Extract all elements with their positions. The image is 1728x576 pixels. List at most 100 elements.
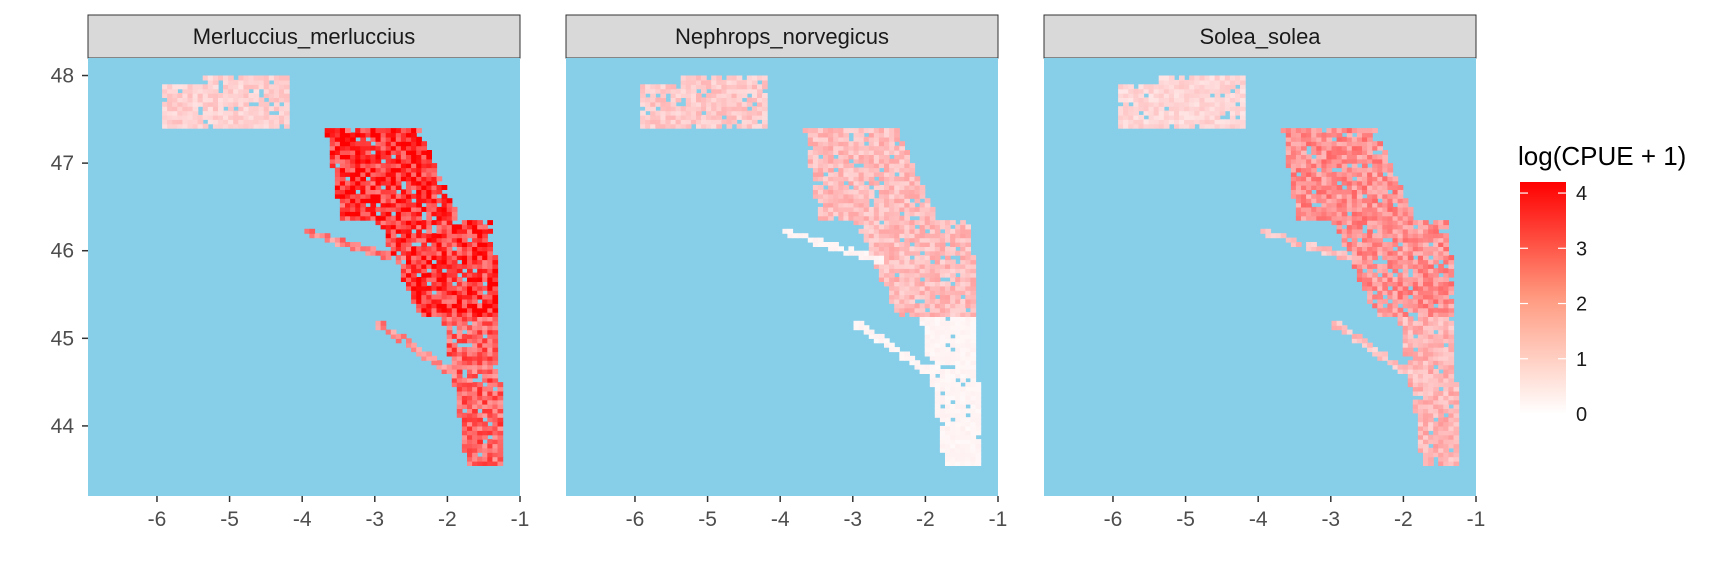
heatmap-cell xyxy=(345,215,351,221)
heatmap-cell xyxy=(411,298,417,304)
heatmap-cell xyxy=(446,215,453,221)
heatmap-cell xyxy=(833,141,839,147)
heatmap-cell xyxy=(334,167,341,173)
heatmap-cell xyxy=(375,132,382,138)
heatmap-cell xyxy=(345,136,351,142)
heatmap-cell xyxy=(416,198,422,204)
heatmap-cell xyxy=(487,268,493,274)
heatmap-cell xyxy=(1311,176,1317,182)
heatmap-cell xyxy=(421,193,427,199)
heatmap-cell xyxy=(873,263,880,269)
heatmap-cell xyxy=(1407,277,1414,282)
heatmap-cell xyxy=(1143,88,1150,94)
heatmap-cell xyxy=(406,198,412,204)
heatmap-cell xyxy=(889,255,895,261)
heatmap-cell xyxy=(929,320,936,326)
heatmap-cell xyxy=(1428,325,1434,331)
heatmap-cell xyxy=(1402,272,1409,278)
heatmap-cell xyxy=(350,211,356,217)
heatmap-cell xyxy=(858,250,865,256)
heatmap-cell xyxy=(395,163,402,169)
heatmap-cell xyxy=(690,84,697,90)
heatmap-cell xyxy=(894,347,900,353)
heatmap-cell xyxy=(878,224,885,230)
heatmap-cell xyxy=(655,119,661,125)
heatmap-cell xyxy=(950,316,956,322)
heatmap-cell xyxy=(182,106,189,112)
heatmap-cell xyxy=(889,167,895,173)
heatmap-cell xyxy=(390,224,397,230)
heatmap-cell xyxy=(385,220,392,226)
heatmap-cell xyxy=(441,228,448,234)
heatmap-cell xyxy=(497,404,504,409)
heatmap-cell xyxy=(914,228,921,234)
heatmap-cell xyxy=(360,180,366,186)
heatmap-cell xyxy=(334,150,341,155)
heatmap-cell xyxy=(1204,119,1211,125)
heatmap-cell xyxy=(446,320,453,326)
heatmap-cell xyxy=(467,373,473,379)
heatmap-cell xyxy=(863,154,870,160)
heatmap-cell xyxy=(1377,189,1383,195)
heatmap-cell xyxy=(1321,211,1328,217)
heatmap-cell xyxy=(965,255,971,261)
heatmap-cell xyxy=(1417,307,1424,313)
heatmap-cell xyxy=(1153,101,1160,107)
heatmap-cell xyxy=(817,163,824,169)
heatmap-cell xyxy=(1407,246,1414,252)
heatmap-cell xyxy=(472,369,478,374)
heatmap-cell xyxy=(716,93,722,98)
heatmap-cell xyxy=(1189,119,1195,125)
heatmap-cell xyxy=(1362,215,1368,221)
heatmap-cell xyxy=(421,298,427,304)
heatmap-cell xyxy=(1438,329,1444,335)
heatmap-cell xyxy=(1428,395,1434,401)
heatmap-cell xyxy=(1209,97,1216,103)
heatmap-cell xyxy=(467,412,473,418)
heatmap-cell xyxy=(1174,88,1180,94)
heatmap-cell xyxy=(197,101,204,107)
heatmap-cell xyxy=(1336,325,1343,331)
heatmap-cell xyxy=(1321,202,1328,208)
heatmap-cell xyxy=(1148,110,1155,116)
heatmap-cell xyxy=(1448,281,1455,287)
heatmap-cell xyxy=(914,250,921,256)
heatmap-cell xyxy=(1301,132,1307,138)
heatmap-cell xyxy=(1326,163,1333,169)
heatmap-cell xyxy=(487,456,493,462)
heatmap-cell xyxy=(838,211,844,217)
heatmap-cell xyxy=(1417,316,1424,322)
heatmap-cell xyxy=(1433,404,1439,409)
heatmap-cell xyxy=(868,233,875,239)
heatmap-cell xyxy=(863,228,870,234)
heatmap-cell xyxy=(960,316,966,322)
heatmap-cell xyxy=(945,285,951,291)
heatmap-cell xyxy=(828,167,834,173)
heatmap-cell xyxy=(1423,434,1429,440)
heatmap-cell xyxy=(1336,224,1343,230)
heatmap-cell xyxy=(1382,228,1388,234)
heatmap-cell xyxy=(1321,158,1328,164)
heatmap-cell xyxy=(1412,263,1419,269)
heatmap-cell xyxy=(243,75,250,81)
heatmap-cell xyxy=(726,75,733,81)
heatmap-cell xyxy=(1341,220,1348,226)
heatmap-cell xyxy=(843,193,850,199)
heatmap-cell xyxy=(456,333,463,339)
heatmap-cell xyxy=(1316,193,1322,199)
heatmap-cell xyxy=(1428,452,1434,458)
heatmap-cell xyxy=(492,395,499,401)
heatmap-cell xyxy=(873,206,880,212)
heatmap-cell xyxy=(467,325,473,331)
heatmap-cell xyxy=(1153,110,1160,116)
heatmap-cell xyxy=(1428,237,1434,243)
heatmap-cell xyxy=(955,303,961,309)
heatmap-cell xyxy=(1417,430,1424,436)
heatmap-cell xyxy=(395,220,402,226)
heatmap-cell xyxy=(416,303,422,309)
heatmap-cell xyxy=(889,290,895,296)
heatmap-cell xyxy=(1453,452,1460,458)
heatmap-cell xyxy=(1301,211,1307,217)
heatmap-cell xyxy=(904,355,910,361)
heatmap-cell xyxy=(1285,128,1292,134)
